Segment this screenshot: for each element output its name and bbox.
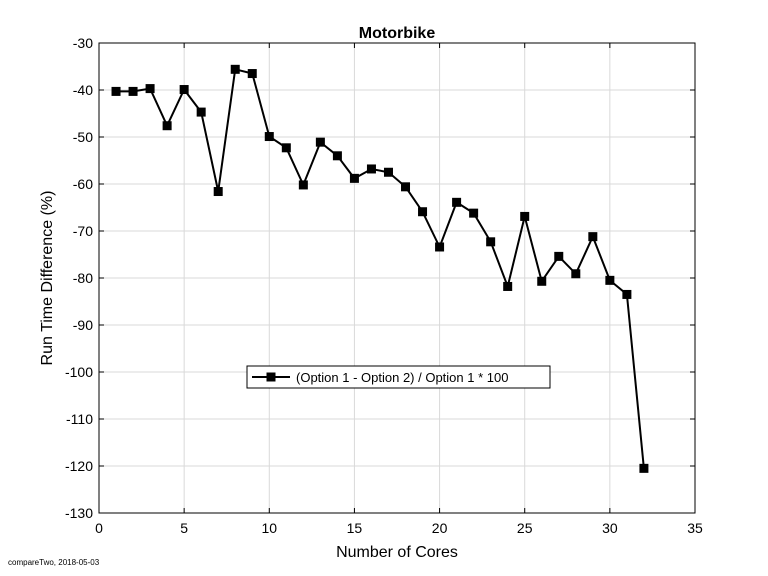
data-point	[605, 275, 615, 285]
data-point	[383, 167, 393, 177]
y-tick-label: -130	[65, 505, 93, 521]
data-point	[247, 69, 257, 79]
y-tick-label: -100	[65, 364, 93, 380]
x-tick-label: 0	[95, 520, 103, 536]
y-tick-label: -120	[65, 458, 93, 474]
legend-box	[246, 365, 551, 389]
data-point	[554, 251, 564, 261]
data-point	[469, 208, 479, 218]
y-axis-ticks: -30 -40 -50 -60 -70 -80 -90 -100 -110 -120 -130	[65, 35, 695, 521]
data-point	[196, 107, 206, 117]
y-tick-label: -50	[73, 129, 93, 145]
x-tick-label: 15	[347, 520, 363, 536]
legend-marker	[266, 372, 276, 382]
data-point	[128, 86, 138, 96]
data-point	[264, 132, 274, 142]
data-point	[401, 182, 411, 192]
x-tick-label: 10	[261, 520, 277, 536]
x-tick-label: 20	[432, 520, 448, 536]
data-point	[349, 173, 359, 183]
data-point	[622, 289, 632, 299]
data-point	[298, 180, 308, 190]
data-point	[486, 237, 496, 247]
data-point	[537, 276, 547, 286]
x-tick-label: 25	[517, 520, 533, 536]
data-point	[452, 197, 462, 207]
series-layer	[111, 64, 649, 473]
data-point	[503, 281, 513, 291]
data-point	[435, 242, 445, 252]
data-point	[315, 137, 325, 147]
data-point	[639, 463, 649, 473]
y-tick-label: -70	[73, 223, 93, 239]
x-axis-label: Number of Cores	[336, 544, 458, 561]
data-point	[520, 211, 530, 221]
data-point	[571, 269, 581, 279]
x-tick-label: 30	[602, 520, 618, 536]
series-line	[116, 68, 645, 469]
data-point	[162, 121, 172, 131]
data-point	[332, 151, 342, 161]
footnote: compareTwo, 2018-05-03	[8, 558, 100, 567]
data-point	[281, 143, 291, 153]
data-point	[418, 207, 428, 217]
data-point	[111, 86, 121, 96]
x-tick-label: 5	[180, 520, 188, 536]
y-tick-label: -40	[73, 82, 93, 98]
y-tick-label: -60	[73, 176, 93, 192]
legend-label: (Option 1 - Option 2) / Option 1 * 100	[296, 370, 508, 385]
data-point	[230, 64, 240, 74]
y-tick-label: -110	[66, 411, 93, 427]
data-point	[588, 232, 598, 242]
grid-lines	[98, 42, 696, 514]
y-axis-label: Run Time Difference (%)	[39, 191, 56, 366]
x-axis-ticks: 0 5 10 15 20 25 30 35	[95, 43, 703, 536]
data-point	[366, 164, 376, 174]
legend: (Option 1 - Option 2) / Option 1 * 100	[246, 365, 551, 389]
data-point	[213, 187, 223, 197]
x-tick-label: 35	[687, 520, 703, 536]
y-tick-label: -90	[73, 317, 93, 333]
y-tick-label: -80	[73, 270, 93, 286]
data-point	[145, 84, 155, 94]
chart-title: Motorbike	[359, 25, 436, 42]
y-tick-label: -30	[73, 35, 93, 51]
data-point	[179, 85, 189, 95]
